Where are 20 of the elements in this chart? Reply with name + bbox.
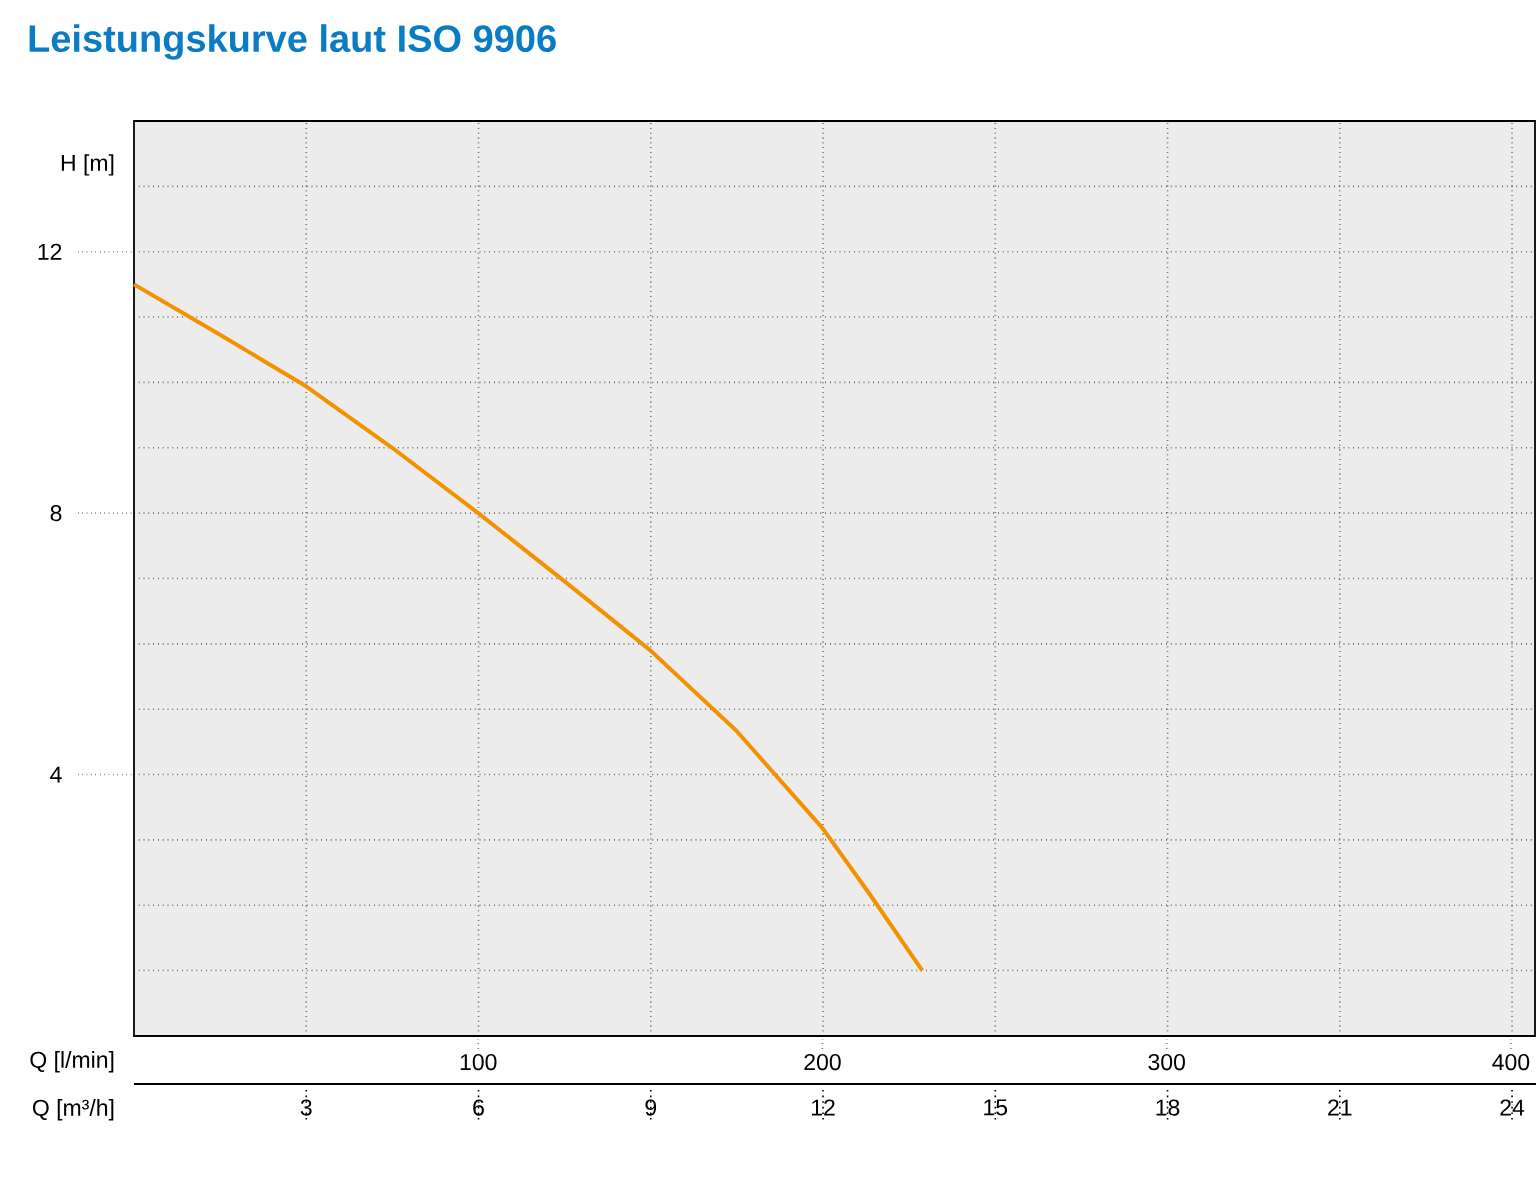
x-tick-label: 300 — [1148, 1053, 1185, 1071]
chart-title: Leistungskurve laut ISO 9906 — [29, 24, 556, 60]
x2-tick-label: 9 — [645, 1099, 657, 1116]
x2-tick-label: 21 — [1328, 1099, 1352, 1116]
y-tick-label: 12 — [38, 243, 62, 260]
y-tick-label: 4 — [50, 766, 62, 783]
x-tick-label: 400 — [1492, 1053, 1530, 1071]
x2-tick-label: 12 — [811, 1099, 835, 1116]
x2-tick-label: 15 — [984, 1099, 1008, 1116]
x-tick-label: 100 — [460, 1053, 497, 1071]
y-axis-title: H [m] — [61, 154, 114, 176]
x2-tick-label: 24 — [1500, 1099, 1525, 1116]
x2-tick-label: 3 — [300, 1099, 312, 1116]
x2-tick-label: 18 — [1156, 1099, 1180, 1116]
line-series — [132, 282, 925, 973]
x2-tick-label: 6 — [473, 1099, 484, 1116]
y-tick-label: 8 — [50, 504, 62, 522]
x-axis-title: Q [l/min] — [30, 1051, 114, 1073]
x-tick-label: 200 — [804, 1053, 841, 1071]
x2-axis-title: Q [m³/h] — [32, 1099, 114, 1121]
